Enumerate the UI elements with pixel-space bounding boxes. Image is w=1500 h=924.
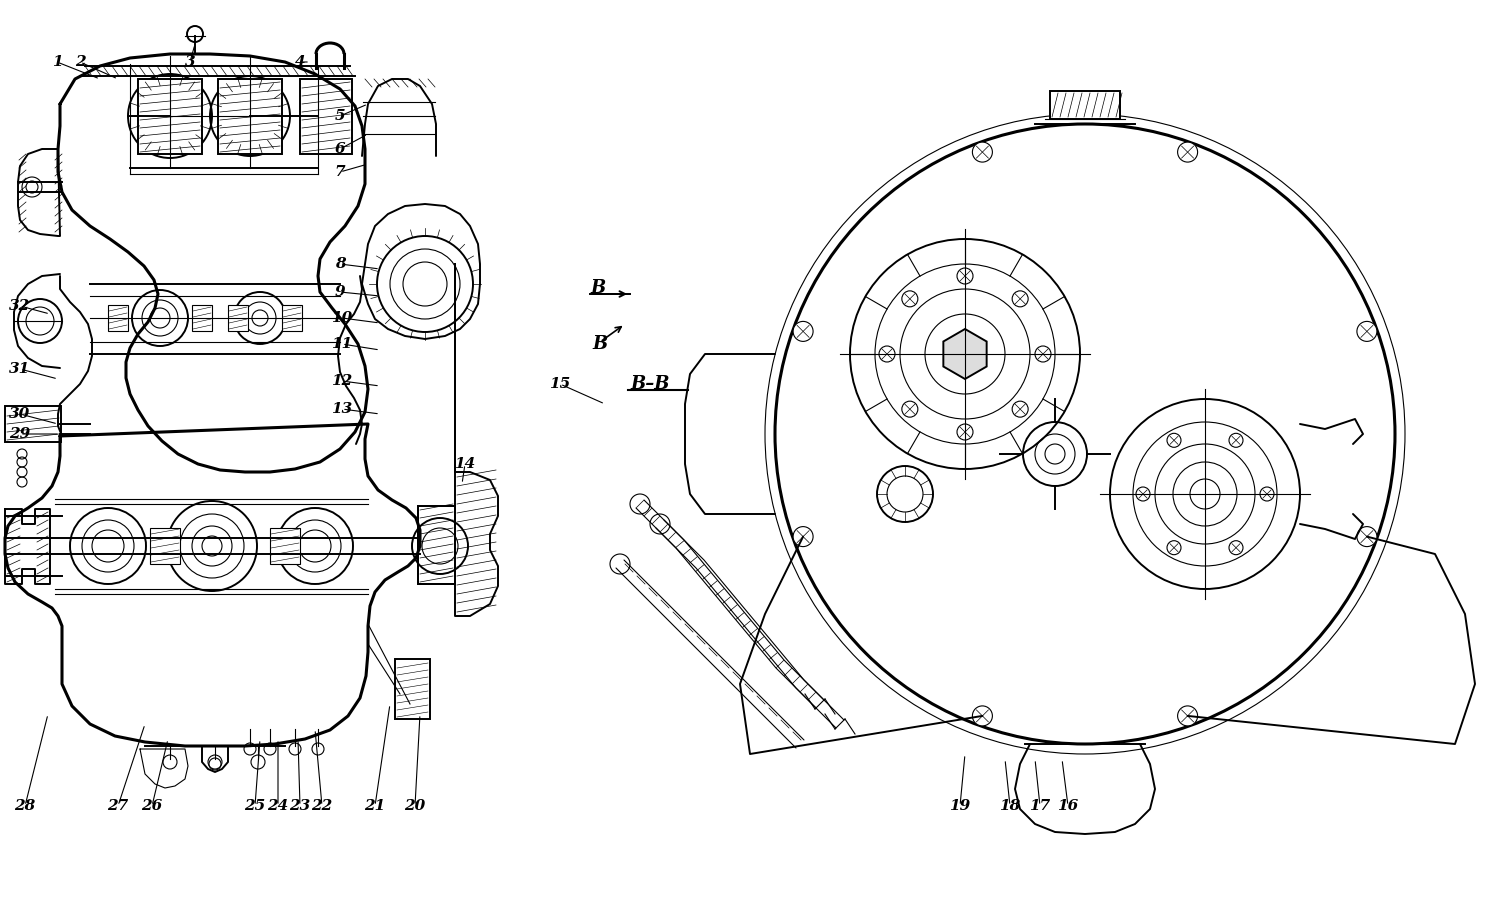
Text: 17: 17 [1029,799,1050,813]
Text: 19: 19 [950,799,970,813]
Circle shape [794,527,813,547]
Text: 30: 30 [9,407,30,421]
Circle shape [1260,487,1274,501]
Circle shape [957,424,974,440]
Polygon shape [217,79,282,154]
Text: 14: 14 [454,457,476,471]
Bar [108,305,128,331]
Circle shape [902,401,918,417]
Circle shape [1358,527,1377,547]
Text: 26: 26 [141,799,162,813]
Polygon shape [138,79,202,154]
Circle shape [630,494,650,514]
Circle shape [957,268,974,284]
Bar [394,659,430,719]
Circle shape [972,706,993,726]
Circle shape [188,26,202,42]
Text: 16: 16 [1058,799,1078,813]
Circle shape [1013,291,1028,307]
Text: 3: 3 [184,55,195,69]
Text: 24: 24 [267,799,288,813]
Circle shape [1136,487,1150,501]
Text: 13: 13 [332,402,352,416]
Bar [282,305,302,331]
Circle shape [972,142,993,162]
Circle shape [1167,433,1180,447]
Circle shape [1013,401,1028,417]
Text: В–В: В–В [630,375,669,393]
Text: 32: 32 [9,299,30,313]
Text: 7: 7 [334,165,345,179]
Text: 4: 4 [294,55,306,69]
Circle shape [1178,142,1197,162]
Text: 1: 1 [51,55,63,69]
Bar [4,406,62,442]
Text: 10: 10 [332,311,352,325]
Text: 6: 6 [334,142,345,156]
Circle shape [1228,433,1244,447]
Circle shape [902,291,918,307]
Text: 9: 9 [334,285,345,299]
Circle shape [794,322,813,341]
Circle shape [879,346,896,362]
Text: 2: 2 [75,55,86,69]
Text: В: В [591,279,606,297]
Polygon shape [300,79,352,154]
Text: 15: 15 [549,377,570,391]
Polygon shape [944,329,987,379]
Text: 11: 11 [332,337,352,351]
Circle shape [1167,541,1180,554]
Text: 23: 23 [290,799,310,813]
Circle shape [1178,706,1197,726]
Bar [1050,91,1120,119]
Text: 20: 20 [405,799,426,813]
Text: 8: 8 [334,257,345,271]
Bar [270,528,300,564]
Circle shape [1358,322,1377,341]
Circle shape [610,554,630,574]
Circle shape [1035,346,1052,362]
Bar [150,528,180,564]
Text: 12: 12 [332,374,352,388]
Text: 31: 31 [9,362,30,376]
Text: В: В [592,335,608,353]
Bar [419,506,454,584]
Circle shape [650,514,670,534]
Text: 5: 5 [334,109,345,123]
Text: 21: 21 [364,799,386,813]
Text: 29: 29 [9,427,30,441]
Circle shape [1228,541,1244,554]
Text: 22: 22 [312,799,333,813]
Bar [228,305,248,331]
Text: 28: 28 [15,799,36,813]
Text: 18: 18 [999,799,1020,813]
Bar [192,305,211,331]
Text: 27: 27 [108,799,129,813]
Text: 25: 25 [244,799,266,813]
